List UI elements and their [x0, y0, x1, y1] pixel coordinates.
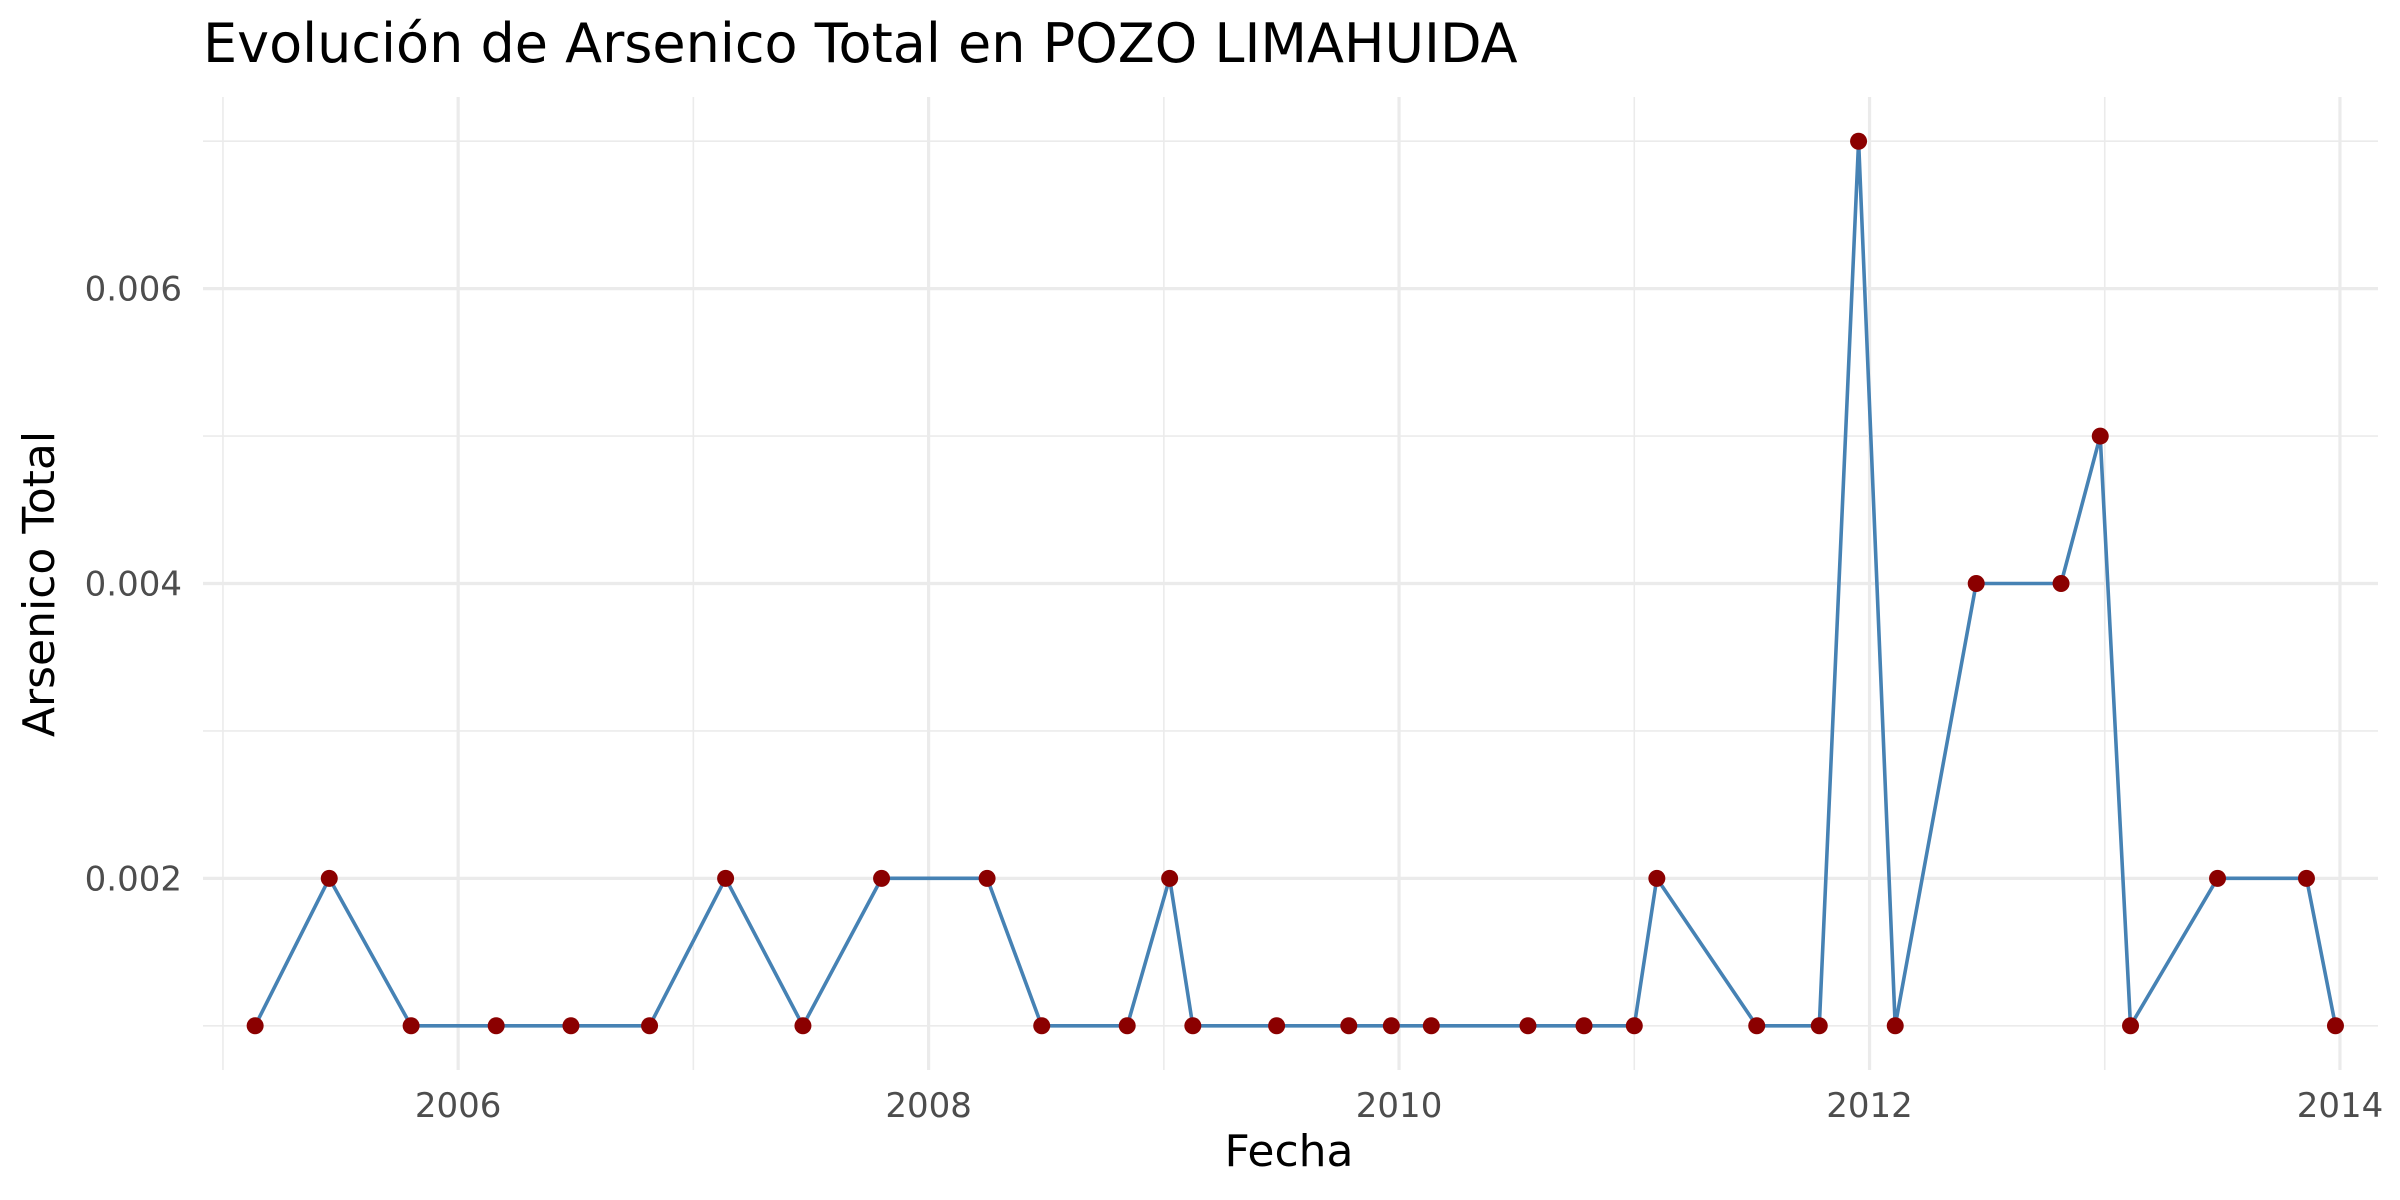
series-points-group — [246, 132, 2344, 1035]
data-point — [1648, 869, 1666, 887]
y-tick-label: 0.004 — [85, 565, 182, 605]
x-axis-title: Fecha — [1224, 1126, 1353, 1177]
data-point — [2297, 869, 2315, 887]
data-point — [1519, 1017, 1537, 1035]
data-point — [562, 1017, 580, 1035]
x-tick-label: 2010 — [1356, 1086, 1443, 1126]
y-tick-labels: 0.002 0.004 0.006 — [85, 270, 182, 900]
data-point — [2326, 1017, 2344, 1035]
y-axis-title: Arsenico Total — [14, 431, 65, 737]
data-point — [487, 1017, 505, 1035]
chart-title: Evolución de Arsenico Total en POZO LIMA… — [203, 12, 1518, 75]
x-tick-label: 2008 — [885, 1086, 972, 1126]
data-point — [1748, 1017, 1766, 1035]
x-tick-label: 2012 — [1826, 1086, 1913, 1126]
y-tick-label: 0.002 — [85, 859, 182, 899]
data-point — [1268, 1017, 1286, 1035]
data-point — [1161, 869, 1179, 887]
major-gridlines — [203, 97, 2378, 1070]
data-point — [1625, 1017, 1643, 1035]
data-point — [1810, 1017, 1828, 1035]
data-point — [402, 1017, 420, 1035]
data-point — [1033, 1017, 1051, 1035]
y-tick-label: 0.006 — [85, 270, 182, 310]
data-point — [794, 1017, 812, 1035]
data-point — [1422, 1017, 1440, 1035]
data-point — [2209, 869, 2227, 887]
data-point — [1118, 1017, 1136, 1035]
data-point — [641, 1017, 659, 1035]
data-point — [2122, 1017, 2140, 1035]
x-tick-labels: 2006 2008 2010 2012 2014 — [415, 1086, 2383, 1126]
data-point — [1575, 1017, 1593, 1035]
data-point — [873, 869, 891, 887]
data-point — [1382, 1017, 1400, 1035]
data-point — [978, 869, 996, 887]
data-point — [246, 1017, 264, 1035]
data-point — [1886, 1017, 1904, 1035]
x-tick-label: 2014 — [2297, 1086, 2384, 1126]
data-point — [1967, 575, 1985, 592]
data-point — [717, 869, 735, 887]
data-point — [1850, 132, 1868, 150]
x-tick-label: 2006 — [415, 1086, 502, 1126]
data-point — [1340, 1017, 1358, 1035]
data-point — [320, 869, 338, 887]
data-point — [2052, 575, 2070, 592]
data-point — [1184, 1017, 1202, 1035]
data-point — [2091, 427, 2109, 445]
